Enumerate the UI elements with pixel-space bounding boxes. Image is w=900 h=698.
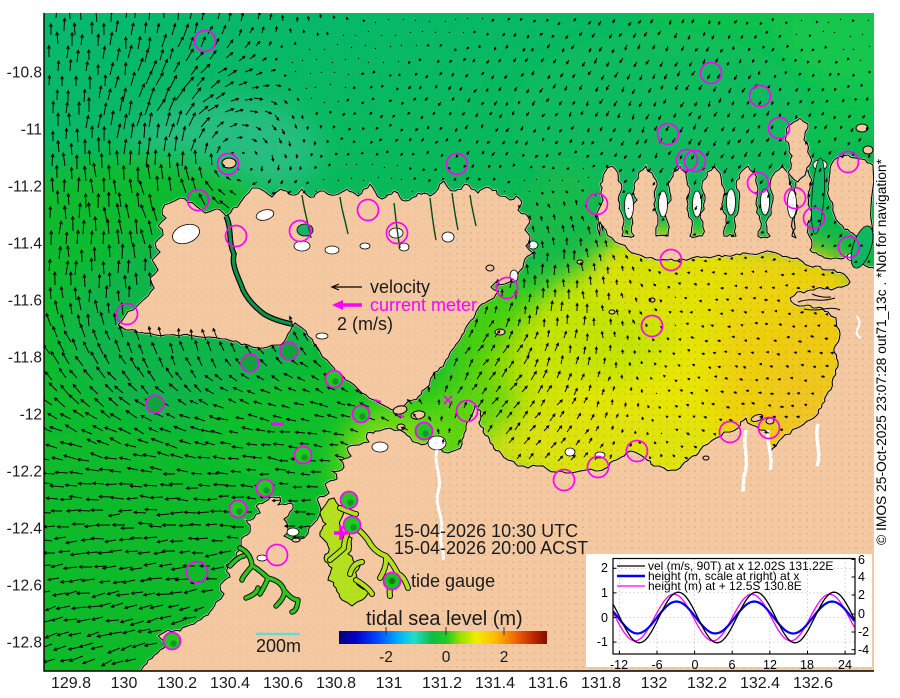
svg-text:height (m) at + 12.5S 130.8E: height (m) at + 12.5S 130.8E <box>648 579 802 593</box>
svg-text:130.8: 130.8 <box>316 675 356 692</box>
svg-text:vel (m/s, 90T) at x 12.02S 131: vel (m/s, 90T) at x 12.02S 131.22E <box>648 559 833 573</box>
svg-text:132.6: 132.6 <box>793 675 833 692</box>
svg-text:131.8: 131.8 <box>581 675 621 692</box>
svg-text:-1: -1 <box>597 635 608 649</box>
svg-text:6: 6 <box>729 658 736 672</box>
svg-text:-12: -12 <box>610 658 628 672</box>
svg-text:-11.6: -11.6 <box>8 293 42 310</box>
svg-text:current meter: current meter <box>370 295 477 315</box>
svg-text:12: 12 <box>763 658 777 672</box>
svg-text:0: 0 <box>442 649 451 666</box>
svg-text:6: 6 <box>858 553 865 567</box>
svg-text:200m: 200m <box>256 636 301 656</box>
svg-text:130.4: 130.4 <box>210 675 250 692</box>
svg-text:130.6: 130.6 <box>263 675 303 692</box>
svg-text:-2: -2 <box>379 649 393 666</box>
svg-text:-12.4: -12.4 <box>7 521 43 538</box>
svg-text:130.2: 130.2 <box>157 675 197 692</box>
svg-text:-11.4: -11.4 <box>8 236 43 253</box>
svg-text:4: 4 <box>858 570 865 584</box>
svg-text:-10.8: -10.8 <box>7 65 42 82</box>
svg-text:2: 2 <box>858 588 865 602</box>
svg-text:-12.2: -12.2 <box>7 464 42 481</box>
svg-text:tide gauge: tide gauge <box>411 571 495 591</box>
svg-text:-12.6: -12.6 <box>7 578 42 595</box>
svg-text:© IMOS 25-Oct-2025 23:07:28 ou: © IMOS 25-Oct-2025 23:07:28 out71_13c . … <box>874 158 889 545</box>
svg-text:2: 2 <box>500 649 509 666</box>
svg-text:24: 24 <box>838 658 852 672</box>
svg-text:132.2: 132.2 <box>687 675 727 692</box>
svg-text:-11.8: -11.8 <box>8 350 42 367</box>
svg-text:131.2: 131.2 <box>422 675 462 692</box>
svg-text:-12.8: -12.8 <box>7 635 42 652</box>
svg-text:18: 18 <box>800 658 814 672</box>
svg-text:132: 132 <box>641 675 668 692</box>
svg-text:1: 1 <box>601 586 608 600</box>
svg-text:130: 130 <box>111 675 138 692</box>
svg-text:-11: -11 <box>21 122 42 139</box>
svg-text:129.8: 129.8 <box>51 675 91 692</box>
svg-text:-12: -12 <box>20 407 42 424</box>
svg-text:132.4: 132.4 <box>740 675 780 692</box>
svg-text:2 (m/s): 2 (m/s) <box>337 314 393 334</box>
svg-text:0: 0 <box>692 658 699 672</box>
svg-text:131.6: 131.6 <box>528 675 568 692</box>
svg-text:15-04-2026 10:30 UTC: 15-04-2026 10:30 UTC <box>394 521 578 541</box>
svg-text:0: 0 <box>601 611 608 625</box>
svg-text:-6: -6 <box>651 658 662 672</box>
svg-text:-4: -4 <box>858 643 869 657</box>
svg-text:-11.2: -11.2 <box>8 179 42 196</box>
svg-text:131.4: 131.4 <box>475 675 515 692</box>
svg-text:131: 131 <box>376 675 403 692</box>
svg-text:height (m, scale at right) at: height (m, scale at right) at x <box>648 569 799 583</box>
svg-text:tidal sea level (m): tidal sea level (m) <box>366 608 523 630</box>
svg-text:15-04-2026 20:00 ACST: 15-04-2026 20:00 ACST <box>394 538 588 558</box>
svg-text:2: 2 <box>601 561 608 575</box>
svg-text:-2: -2 <box>858 625 869 639</box>
svg-text:velocity: velocity <box>370 277 430 297</box>
svg-text:0: 0 <box>858 607 865 621</box>
